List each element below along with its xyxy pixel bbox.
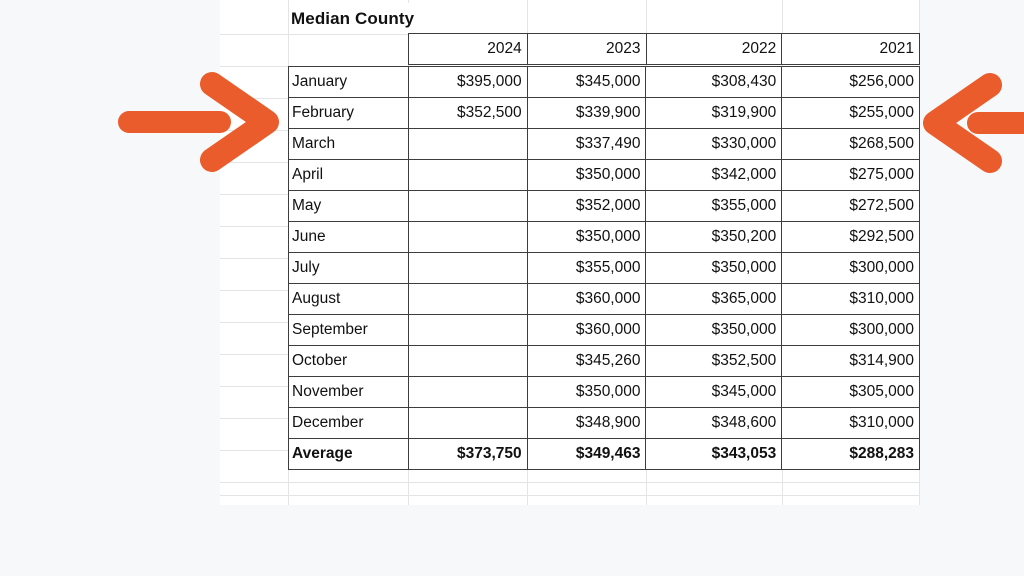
average-row: Average $373,750 $349,463 $343,053 $288,283: [288, 438, 920, 470]
value-cell[interactable]: $352,500: [645, 345, 783, 377]
value-cell[interactable]: [407, 314, 528, 346]
gridline: [220, 495, 920, 496]
table-row: September $360,000 $350,000 $300,000: [288, 314, 920, 346]
value-cell[interactable]: $350,000: [526, 221, 647, 253]
value-cell[interactable]: $348,900: [526, 407, 647, 439]
value-cell[interactable]: $355,000: [526, 252, 647, 284]
table-body: January $395,000 $345,000 $308,430 $256,000 F…: [288, 66, 920, 470]
table-row: June $350,000 $350,200 $292,500: [288, 221, 920, 253]
value-cell[interactable]: $292,500: [781, 221, 920, 253]
table-row: October $345,260 $352,500 $314,900: [288, 345, 920, 377]
value-cell[interactable]: $352,500: [407, 97, 528, 129]
value-cell[interactable]: $343,053: [645, 438, 783, 470]
month-cell[interactable]: April: [288, 159, 409, 191]
value-cell[interactable]: $360,000: [526, 314, 647, 346]
month-cell[interactable]: December: [288, 407, 409, 439]
value-cell[interactable]: $275,000: [781, 159, 920, 191]
value-cell[interactable]: [407, 376, 528, 408]
value-cell[interactable]: $355,000: [645, 190, 783, 222]
value-cell[interactable]: $339,900: [526, 97, 647, 129]
median-price-table: January $395,000 $345,000 $308,430 $256,000 F…: [288, 66, 920, 470]
value-cell[interactable]: $308,430: [645, 66, 783, 98]
value-cell[interactable]: $352,000: [526, 190, 647, 222]
value-cell[interactable]: [407, 190, 528, 222]
value-cell[interactable]: $310,000: [781, 283, 920, 315]
table-row: March $337,490 $330,000 $268,500: [288, 128, 920, 160]
value-cell[interactable]: $272,500: [781, 190, 920, 222]
year-header-cell[interactable]: 2023: [526, 33, 647, 65]
value-cell[interactable]: $395,000: [407, 66, 528, 98]
table-row: July $355,000 $350,000 $300,000: [288, 252, 920, 284]
value-cell[interactable]: [407, 345, 528, 377]
value-cell[interactable]: $348,600: [645, 407, 783, 439]
value-cell[interactable]: $350,000: [645, 252, 783, 284]
table-row: April $350,000 $342,000 $275,000: [288, 159, 920, 191]
value-cell[interactable]: $268,500: [781, 128, 920, 160]
gridline: [919, 0, 920, 505]
value-cell[interactable]: $255,000: [781, 97, 920, 129]
table-title-cell[interactable]: Median County: [289, 3, 527, 34]
value-cell[interactable]: $337,490: [526, 128, 647, 160]
value-cell[interactable]: $256,000: [781, 66, 920, 98]
month-cell[interactable]: June: [288, 221, 409, 253]
value-cell[interactable]: [407, 128, 528, 160]
spreadsheet-area: Median County 2024 2023 2022 2021 Januar…: [220, 0, 920, 505]
month-cell[interactable]: September: [288, 314, 409, 346]
month-cell[interactable]: March: [288, 128, 409, 160]
value-cell[interactable]: $373,750: [407, 438, 528, 470]
value-cell[interactable]: $365,000: [645, 283, 783, 315]
value-cell[interactable]: $345,260: [526, 345, 647, 377]
value-cell[interactable]: $300,000: [781, 252, 920, 284]
average-label-cell[interactable]: Average: [288, 438, 409, 470]
year-header-cell[interactable]: 2022: [645, 33, 783, 65]
table-row: February $352,500 $339,900 $319,900 $255,000: [288, 97, 920, 129]
value-cell[interactable]: $330,000: [645, 128, 783, 160]
month-cell[interactable]: January: [288, 66, 409, 98]
month-cell[interactable]: May: [288, 190, 409, 222]
month-cell[interactable]: November: [288, 376, 409, 408]
value-cell[interactable]: $349,463: [526, 438, 647, 470]
table-row: May $352,000 $355,000 $272,500: [288, 190, 920, 222]
value-cell[interactable]: $305,000: [781, 376, 920, 408]
value-cell[interactable]: [407, 221, 528, 253]
value-cell[interactable]: [407, 252, 528, 284]
value-cell[interactable]: $300,000: [781, 314, 920, 346]
month-cell[interactable]: July: [288, 252, 409, 284]
table-title: Median County: [291, 8, 415, 28]
year-header-row: 2024 2023 2022 2021: [408, 33, 920, 65]
value-cell[interactable]: [407, 283, 528, 315]
right-annotation-arrow-icon: [923, 73, 1024, 173]
value-cell[interactable]: $314,900: [781, 345, 920, 377]
value-cell[interactable]: $310,000: [781, 407, 920, 439]
table-row: January $395,000 $345,000 $308,430 $256,000: [288, 66, 920, 98]
value-cell[interactable]: $288,283: [781, 438, 920, 470]
table-row: December $348,900 $348,600 $310,000: [288, 407, 920, 439]
month-cell[interactable]: February: [288, 97, 409, 129]
value-cell[interactable]: $350,200: [645, 221, 783, 253]
value-cell[interactable]: $345,000: [645, 376, 783, 408]
year-header-cell[interactable]: 2021: [781, 33, 920, 65]
value-cell[interactable]: $350,000: [645, 314, 783, 346]
value-cell[interactable]: $319,900: [645, 97, 783, 129]
value-cell[interactable]: $342,000: [645, 159, 783, 191]
month-cell[interactable]: October: [288, 345, 409, 377]
table-row: August $360,000 $365,000 $310,000: [288, 283, 920, 315]
table-row: November $350,000 $345,000 $305,000: [288, 376, 920, 408]
month-cell[interactable]: August: [288, 283, 409, 315]
value-cell[interactable]: [407, 159, 528, 191]
year-header-cell[interactable]: 2024: [408, 33, 528, 65]
value-cell[interactable]: $360,000: [526, 283, 647, 315]
value-cell[interactable]: $345,000: [526, 66, 647, 98]
value-cell[interactable]: $350,000: [526, 376, 647, 408]
value-cell[interactable]: [407, 407, 528, 439]
value-cell[interactable]: $350,000: [526, 159, 647, 191]
